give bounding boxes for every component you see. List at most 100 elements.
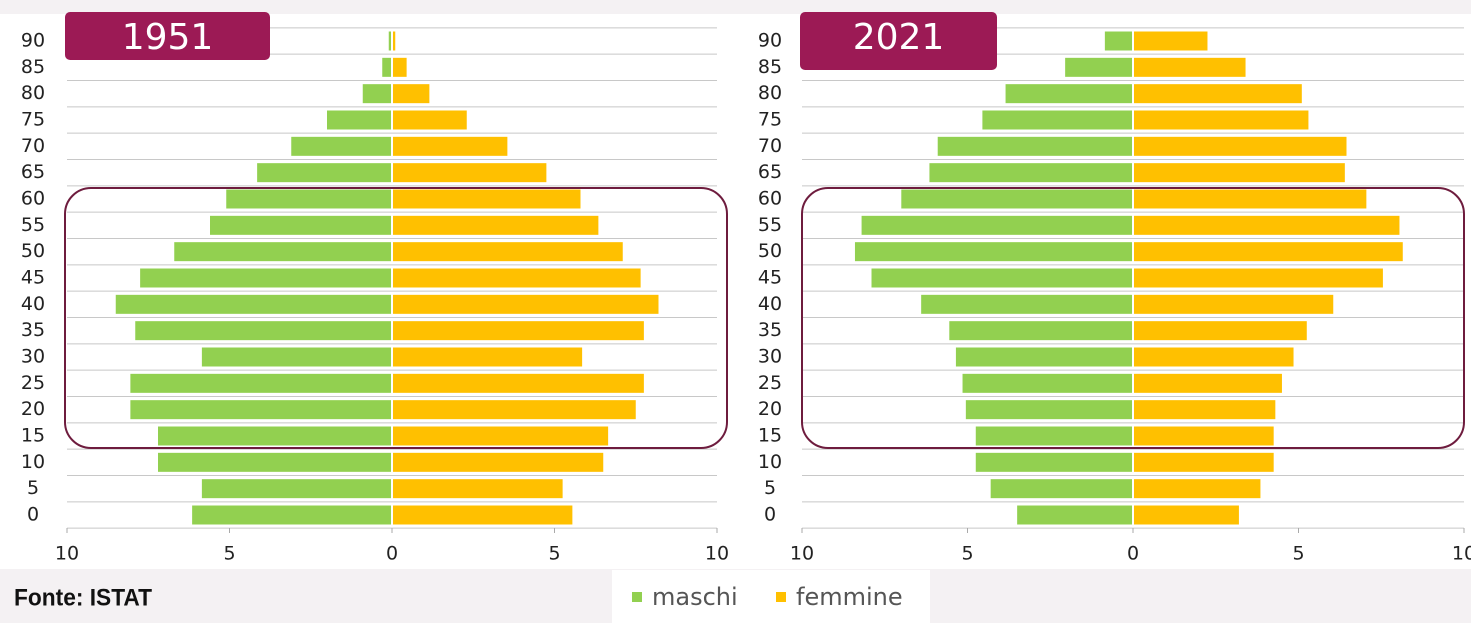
bar bbox=[1134, 452, 1274, 472]
bar bbox=[1134, 163, 1345, 183]
y-tick-label: 25 bbox=[21, 372, 45, 394]
bar bbox=[393, 84, 430, 104]
x-tick-label: 5 bbox=[1292, 543, 1304, 565]
bar bbox=[393, 268, 641, 288]
bar bbox=[1134, 268, 1383, 288]
bar bbox=[1134, 110, 1309, 130]
y-tick-label: 55 bbox=[21, 214, 45, 236]
y-tick-label: 50 bbox=[758, 240, 782, 262]
y-tick-label: 90 bbox=[21, 30, 45, 52]
bar bbox=[949, 321, 1132, 341]
legend-background bbox=[612, 570, 930, 623]
y-tick-label: 20 bbox=[21, 398, 45, 420]
bar bbox=[1134, 321, 1307, 341]
bar bbox=[1134, 426, 1274, 446]
y-tick-label: 35 bbox=[758, 319, 782, 341]
bar bbox=[955, 347, 1132, 367]
bar bbox=[1134, 57, 1246, 77]
bar bbox=[965, 400, 1132, 420]
bar bbox=[921, 294, 1132, 314]
bar bbox=[982, 110, 1132, 130]
bar bbox=[1134, 505, 1239, 525]
bar bbox=[135, 321, 391, 341]
bar bbox=[393, 321, 644, 341]
bar bbox=[1134, 136, 1347, 156]
bar bbox=[130, 400, 391, 420]
y-tick-label: 55 bbox=[758, 214, 782, 236]
bar bbox=[362, 84, 391, 104]
y-tick-label: 45 bbox=[21, 267, 45, 289]
y-tick-label: 35 bbox=[21, 319, 45, 341]
y-tick-label: 0 bbox=[27, 504, 39, 526]
bar bbox=[1134, 84, 1302, 104]
x-tick-label: 5 bbox=[548, 543, 560, 565]
bar bbox=[393, 163, 547, 183]
y-tick-label: 50 bbox=[21, 240, 45, 262]
y-tick-label: 80 bbox=[758, 82, 782, 104]
y-tick-label: 65 bbox=[758, 161, 782, 183]
y-tick-label: 45 bbox=[758, 267, 782, 289]
bar bbox=[1134, 347, 1294, 367]
bar bbox=[1134, 242, 1403, 262]
bar bbox=[1005, 84, 1132, 104]
bar bbox=[393, 110, 467, 130]
bar bbox=[854, 242, 1132, 262]
y-tick-label: 0 bbox=[764, 504, 776, 526]
y-tick-label: 25 bbox=[758, 372, 782, 394]
legend-label: maschi bbox=[652, 583, 738, 611]
bar bbox=[1134, 479, 1261, 499]
x-tick-label: 5 bbox=[961, 543, 973, 565]
bar bbox=[388, 31, 391, 51]
y-tick-label: 10 bbox=[758, 451, 782, 473]
bar bbox=[975, 452, 1132, 472]
legend-label: femmine bbox=[796, 583, 903, 611]
bar bbox=[174, 242, 391, 262]
bar bbox=[393, 373, 644, 393]
bar bbox=[158, 452, 391, 472]
bar bbox=[1134, 294, 1334, 314]
bar bbox=[975, 426, 1132, 446]
y-tick-label: 30 bbox=[758, 346, 782, 368]
bar bbox=[115, 294, 391, 314]
y-tick-label: 80 bbox=[21, 82, 45, 104]
y-tick-label: 40 bbox=[21, 293, 45, 315]
x-tick-label: 10 bbox=[1452, 543, 1471, 565]
x-tick-label: 10 bbox=[705, 543, 729, 565]
bar bbox=[393, 400, 636, 420]
x-tick-label: 10 bbox=[55, 543, 79, 565]
bar bbox=[962, 373, 1132, 393]
bar bbox=[201, 479, 391, 499]
bar bbox=[861, 215, 1132, 235]
x-tick-label: 10 bbox=[790, 543, 814, 565]
bar bbox=[871, 268, 1132, 288]
highlight-frame bbox=[801, 187, 1465, 449]
bar bbox=[393, 294, 659, 314]
bar bbox=[937, 136, 1132, 156]
bar bbox=[393, 347, 583, 367]
bar bbox=[901, 189, 1132, 209]
bar bbox=[257, 163, 391, 183]
x-tick-label: 0 bbox=[386, 543, 398, 565]
y-tick-label: 20 bbox=[758, 398, 782, 420]
bar bbox=[291, 136, 391, 156]
bar bbox=[192, 505, 391, 525]
bar bbox=[393, 505, 573, 525]
bar bbox=[382, 57, 391, 77]
y-tick-label: 70 bbox=[21, 135, 45, 157]
bar bbox=[130, 373, 391, 393]
bar bbox=[140, 268, 391, 288]
source: Fonte: ISTAT bbox=[14, 584, 152, 611]
y-tick-label: 70 bbox=[758, 135, 782, 157]
bar bbox=[393, 426, 609, 446]
y-tick-label: 10 bbox=[21, 451, 45, 473]
y-tick-label: 85 bbox=[758, 56, 782, 78]
legend-swatch bbox=[632, 592, 642, 602]
bar bbox=[393, 31, 396, 51]
bar bbox=[1134, 189, 1367, 209]
y-tick-label: 85 bbox=[21, 56, 45, 78]
bar bbox=[393, 479, 563, 499]
bar bbox=[1134, 400, 1276, 420]
bar bbox=[990, 479, 1132, 499]
y-tick-label: 15 bbox=[21, 425, 45, 447]
